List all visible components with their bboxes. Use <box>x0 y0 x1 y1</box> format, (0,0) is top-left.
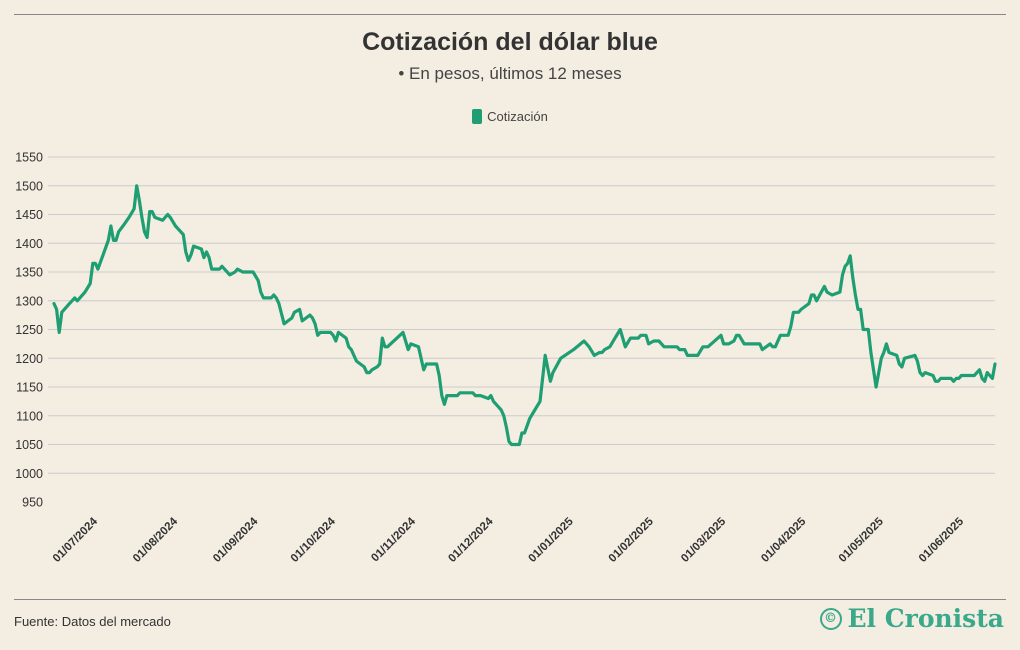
x-tick-label: 01/05/2025 <box>837 515 887 565</box>
chart-title: Cotización del dólar blue <box>362 28 658 56</box>
chart-subtitle: • En pesos, últimos 12 meses <box>398 64 622 83</box>
x-tick-label: 01/04/2025 <box>759 515 809 565</box>
y-tick-label: 1050 <box>15 438 43 452</box>
legend-label: Cotización <box>487 109 548 124</box>
y-tick-label: 1500 <box>15 179 43 193</box>
cronista-emblem-icon: © <box>819 607 842 630</box>
y-tick-label: 1350 <box>15 266 43 280</box>
line-chart: 950 1000 1050 1100 1150 1200 1250 1300 1350 1400 1… <box>15 151 997 565</box>
brand-logo: © El Cronista <box>819 604 1005 633</box>
y-tick-label: 1100 <box>16 409 43 423</box>
legend: Cotización <box>0 109 1020 124</box>
y-tick-label: 1200 <box>15 352 43 366</box>
x-tick-label: 01/08/2024 <box>131 515 181 565</box>
y-tick-label: 1300 <box>15 294 43 308</box>
y-tick-label: 1550 <box>15 151 43 165</box>
source-note: Fuente: Datos del mercado <box>14 614 171 629</box>
y-tick-label: 1000 <box>15 467 43 481</box>
top-rule <box>14 14 1006 15</box>
x-tick-label: 01/06/2025 <box>917 515 967 565</box>
x-tick-label: 01/09/2024 <box>211 515 261 565</box>
x-tick-label: 01/11/2024 <box>369 515 418 564</box>
y-tick-label: 1150 <box>16 381 43 395</box>
series-line <box>52 184 997 447</box>
bottom-rule <box>14 599 1006 600</box>
x-tick-label: 01/02/2025 <box>607 515 657 565</box>
legend-swatch <box>472 109 483 124</box>
x-tick-label: 01/12/2024 <box>446 515 496 565</box>
y-tick-label: 1400 <box>15 237 43 251</box>
x-tick-label: 01/01/2025 <box>527 515 577 565</box>
brand-logo-text: El Cronista <box>847 604 1005 633</box>
y-tick-label: 1250 <box>15 323 43 337</box>
x-tick-label: 01/03/2025 <box>679 515 729 565</box>
x-tick-label: 01/10/2024 <box>289 515 339 565</box>
y-tick-label: 1450 <box>15 208 43 222</box>
y-tick-label: 950 <box>22 496 43 510</box>
x-tick-label: 01/07/2024 <box>51 515 101 565</box>
